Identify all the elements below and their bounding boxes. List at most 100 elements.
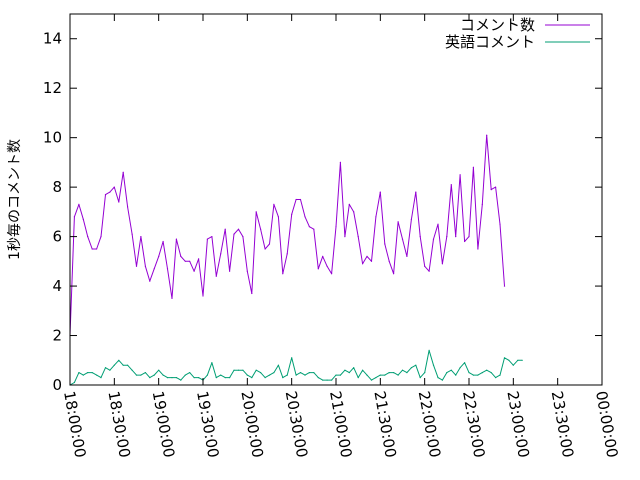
- data-point: [299, 372, 302, 374]
- data-point: [166, 377, 169, 379]
- data-point: [273, 203, 275, 205]
- x-tick-label: 21:30:00: [370, 390, 399, 459]
- data-point: [490, 189, 492, 191]
- data-point: [166, 268, 169, 270]
- plot-frame: [69, 13, 603, 386]
- data-point: [348, 203, 350, 205]
- data-point: [189, 372, 191, 374]
- x-tick-label: 20:00:00: [237, 390, 266, 459]
- data-point: [322, 255, 324, 257]
- legend-label: 英語コメント: [445, 33, 535, 51]
- data-point: [379, 191, 381, 193]
- data-point: [260, 228, 262, 230]
- y-axis: 0 2 4 6 8 10 12 14: [43, 30, 602, 394]
- data-point: [481, 203, 483, 205]
- data-point: [304, 216, 306, 218]
- data-point: [237, 369, 240, 371]
- data-point: [291, 213, 293, 215]
- data-point: [211, 362, 213, 364]
- data-point: [118, 359, 120, 361]
- data-point: [464, 362, 466, 364]
- data-point: [277, 364, 279, 366]
- data-point: [91, 248, 93, 250]
- data-point: [268, 374, 271, 376]
- x-tick-label: 18:00:00: [60, 390, 89, 459]
- data-point: [211, 236, 213, 238]
- data-point: [184, 374, 186, 376]
- data-point: [370, 260, 373, 262]
- data-point: [189, 260, 191, 262]
- data-point: [503, 285, 506, 287]
- data-point: [326, 265, 328, 267]
- data-point: [198, 258, 200, 260]
- data-point: [472, 166, 474, 168]
- data-point: [96, 374, 98, 376]
- data-point: [251, 292, 253, 295]
- data-point: [171, 297, 173, 299]
- legend-label: コメント数: [460, 16, 535, 34]
- data-point: [370, 379, 373, 381]
- data-point: [308, 226, 310, 228]
- data-point: [184, 260, 186, 262]
- data-point: [401, 238, 404, 240]
- data-point: [393, 273, 395, 275]
- data-point: [339, 161, 341, 163]
- y-tick-label: 10: [43, 129, 62, 147]
- data-point: [375, 377, 377, 379]
- data-point: [237, 228, 240, 230]
- data-point: [96, 248, 98, 250]
- data-point: [428, 349, 430, 351]
- data-point: [277, 216, 279, 218]
- data-point: [260, 372, 262, 374]
- y-tick-label: 6: [52, 228, 62, 246]
- data-point: [419, 377, 421, 379]
- data-point: [255, 369, 257, 371]
- data-point: [78, 372, 80, 374]
- data-point: [202, 295, 204, 297]
- data-point: [264, 248, 266, 250]
- data-point: [459, 367, 461, 369]
- data-point: [508, 359, 510, 361]
- data-point: [109, 191, 111, 193]
- data-point: [158, 369, 160, 371]
- data-point: [322, 379, 324, 381]
- data-point: [331, 273, 333, 275]
- data-point: [477, 248, 479, 250]
- data-point: [468, 236, 470, 238]
- data-point: [149, 377, 151, 379]
- data-point: [193, 377, 195, 379]
- data-point: [495, 186, 497, 188]
- data-point: [242, 236, 244, 238]
- x-tick-label: 23:30:00: [548, 390, 577, 459]
- data-point: [242, 369, 244, 371]
- data-point: [419, 236, 421, 238]
- data-point: [127, 364, 129, 366]
- data-point: [233, 233, 235, 235]
- data-point: [286, 253, 288, 255]
- data-point: [339, 374, 341, 376]
- x-tick-label: 21:00:00: [326, 390, 355, 459]
- data-point: [127, 206, 129, 208]
- data-point: [229, 377, 231, 379]
- data-point: [295, 198, 297, 201]
- data-point: [446, 372, 448, 374]
- data-point: [503, 357, 506, 359]
- data-point: [251, 377, 253, 379]
- series-1: [69, 134, 506, 337]
- data-point: [220, 253, 222, 255]
- data-point: [317, 377, 319, 379]
- data-point: [397, 374, 399, 376]
- data-point: [158, 255, 160, 257]
- data-point: [464, 240, 466, 243]
- data-point: [410, 367, 412, 369]
- data-point: [273, 372, 275, 374]
- data-point: [304, 374, 306, 376]
- series-line: [69, 349, 523, 386]
- data-point: [255, 211, 257, 213]
- data-point: [118, 201, 120, 203]
- data-point: [446, 236, 448, 238]
- y-tick-label: 14: [43, 30, 62, 48]
- data-point: [512, 364, 514, 366]
